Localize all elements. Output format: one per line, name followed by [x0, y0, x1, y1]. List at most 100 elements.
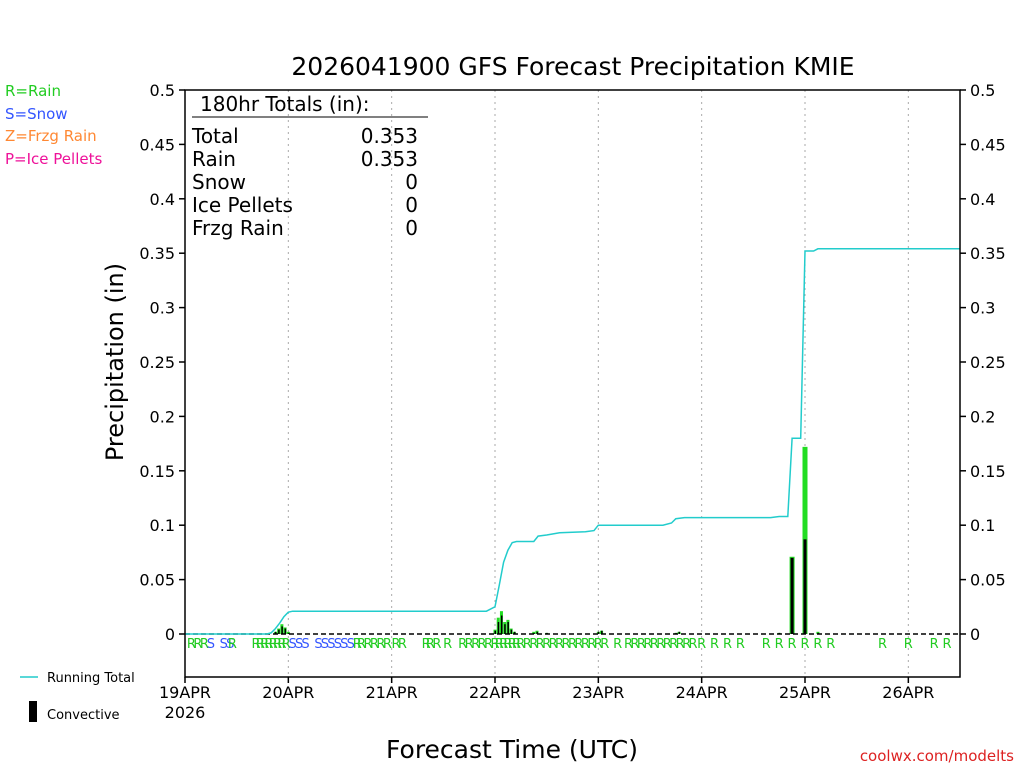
y-tick-label-left-0: 0	[165, 625, 175, 644]
precip-bar-convective-21	[803, 539, 807, 634]
type-marker-0: R	[187, 637, 196, 652]
x-tick-label-19apr: 19APR	[159, 683, 211, 702]
type-marker-71: R	[682, 637, 691, 652]
y-tick-label-right-3: 0.15	[970, 462, 1006, 481]
y-tick-label-right-9: 0.45	[970, 135, 1006, 154]
precip-bar-convective-11	[513, 631, 516, 634]
credit-text: coolwx.com/modelts	[860, 747, 1014, 765]
type-marker-1: R	[193, 637, 202, 652]
type-marker-70: R	[676, 637, 685, 652]
y-tick-label-right-10: 0.5	[970, 81, 995, 100]
y-tick-label-right-1: 0.05	[970, 571, 1006, 590]
type-marker-83: R	[878, 637, 887, 652]
y-tick-label-left-1: 0.05	[139, 571, 175, 590]
y-tick-label-left-2: 0.1	[150, 516, 175, 535]
type-marker-48: R	[523, 637, 532, 652]
y-tick-label-left-5: 0.25	[139, 353, 175, 372]
plot-frame	[184, 89, 961, 678]
type-marker-25: R	[357, 637, 366, 652]
type-marker-39: R	[478, 637, 487, 652]
y-tick-label-left-9: 0.45	[139, 135, 175, 154]
type-marker-3: S	[207, 637, 215, 652]
type-marker-38: R	[471, 637, 480, 652]
type-marker-59: R	[594, 637, 603, 652]
precip-bar-convective-1	[278, 629, 280, 634]
series-legend: Running Total Convective	[20, 671, 135, 723]
type-legend: R=Rain S=Snow Z=Frzg Rain P=Ice Pellets	[5, 82, 102, 168]
x-tick-label-22apr: 22APR	[469, 683, 521, 702]
precip-bar-convective-8	[504, 624, 506, 634]
y-tick-label-left-3: 0.15	[139, 462, 175, 481]
type-marker-20: S	[327, 637, 335, 652]
type-marker-77: R	[762, 637, 771, 652]
type-marker-6: R	[228, 637, 237, 652]
type-marker-10: R	[264, 637, 273, 652]
type-marker-41: R	[490, 637, 499, 652]
running-total-legend-label: Running Total	[47, 671, 135, 686]
x-tick-label-24apr: 24APR	[676, 683, 728, 702]
type-marker-43: R	[499, 637, 508, 652]
totals-label-rain: Rain	[192, 147, 236, 171]
convective-legend-label: Convective	[47, 708, 120, 723]
type-marker-85: R	[930, 637, 939, 652]
type-marker-65: R	[643, 637, 652, 652]
type-marker-16: S	[295, 637, 303, 652]
precip-bar-convective-15	[597, 631, 600, 634]
type-marker-34: R	[432, 637, 441, 652]
type-marker-55: R	[568, 637, 577, 652]
x-tick-label-20apr: 20APR	[262, 683, 314, 702]
y-axis-ticks: 0 00.05 0.050.1 0.10.15 0.150.2 0.20.25 0.250.…	[139, 81, 1005, 644]
type-marker-9: R	[260, 637, 269, 652]
precip-bar-convective-18	[678, 631, 681, 634]
type-marker-75: R	[723, 637, 732, 652]
type-marker-18: S	[314, 637, 322, 652]
type-marker-60: R	[600, 637, 609, 652]
type-marker-76: R	[736, 637, 745, 652]
type-marker-36: R	[458, 637, 467, 652]
type-marker-29: R	[383, 637, 392, 652]
totals-value-ice-pellets: 0	[405, 193, 418, 217]
type-marker-19: S	[321, 637, 329, 652]
precip-bar-convective-5	[494, 630, 496, 634]
precip-bar-convective-4	[287, 632, 290, 634]
type-marker-51: R	[542, 637, 551, 652]
type-marker-62: R	[624, 637, 633, 652]
type-marker-33: R	[426, 637, 435, 652]
type-marker-80: R	[800, 637, 809, 652]
totals-box: 180hr Totals (in): Total 0.353 Rain 0.35…	[191, 92, 428, 240]
precip-bars	[273, 446, 820, 634]
type-marker-74: R	[710, 637, 719, 652]
totals-value-rain: 0.353	[361, 147, 418, 171]
type-legend-rain: R=Rain	[5, 82, 61, 100]
type-marker-56: R	[574, 637, 583, 652]
x-tick-label-26apr: 26APR	[882, 683, 934, 702]
y-tick-label-left-10: 0.5	[150, 81, 175, 100]
type-marker-50: R	[536, 637, 545, 652]
running-total-line	[185, 248, 960, 635]
y-tick-label-left-4: 0.2	[150, 407, 175, 426]
type-marker-67: R	[656, 637, 665, 652]
type-marker-28: R	[376, 637, 385, 652]
totals-title: 180hr Totals (in):	[200, 92, 370, 116]
y-tick-label-right-7: 0.35	[970, 244, 1006, 263]
type-legend-ice-pellets: P=Ice Pellets	[5, 150, 102, 168]
type-marker-47: R	[516, 637, 525, 652]
precip-bar-convective-0	[274, 631, 277, 634]
vertical-grid-lines	[287, 90, 909, 677]
type-marker-15: S	[289, 637, 297, 652]
type-marker-24: R	[353, 637, 362, 652]
type-marker-27: R	[370, 637, 379, 652]
type-marker-79: R	[788, 637, 797, 652]
type-marker-17: S	[301, 637, 309, 652]
type-marker-52: R	[549, 637, 558, 652]
type-marker-13: R	[277, 637, 286, 652]
convective-legend-swatch	[29, 701, 37, 722]
type-marker-73: R	[697, 637, 706, 652]
y-tick-label-right-6: 0.3	[970, 299, 995, 318]
totals-label-frzg-rain: Frzg Rain	[192, 216, 284, 240]
type-marker-5: S	[226, 637, 234, 652]
x-tick-label-21apr: 21APR	[366, 683, 418, 702]
type-marker-35: R	[443, 637, 452, 652]
